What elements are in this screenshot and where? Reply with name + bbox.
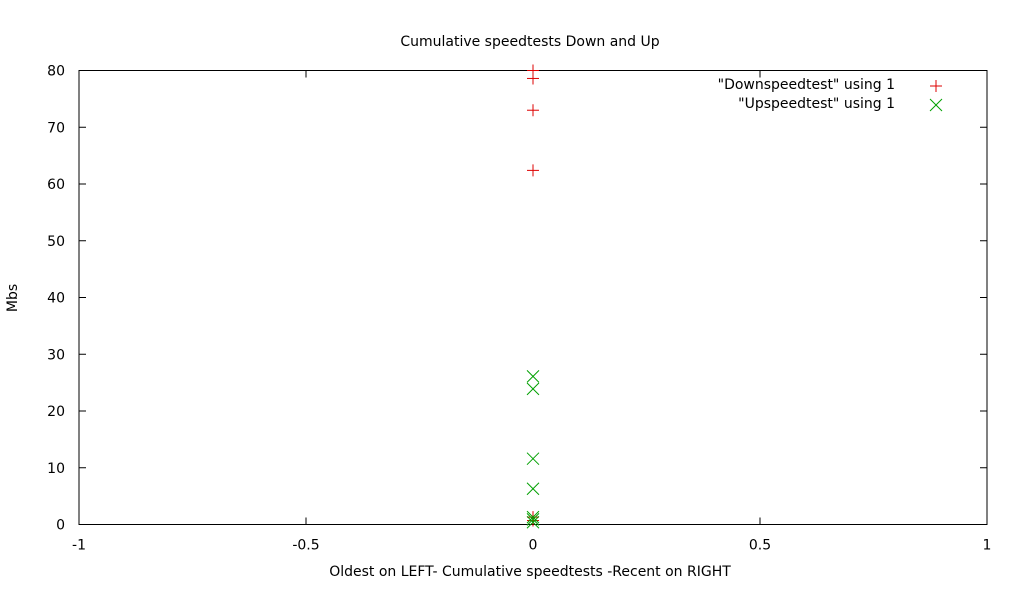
down-speed-point — [527, 72, 539, 85]
legend-entry-label: "Downspeedtest" using 1 — [718, 77, 895, 93]
x-tick-label: -1 — [72, 538, 86, 554]
up-speed-point — [526, 370, 540, 383]
up-speed-point — [526, 515, 540, 529]
y-tick-label: 40 — [47, 291, 65, 307]
x-tick-label: 0.5 — [749, 538, 771, 554]
legend-entry-marker — [930, 80, 942, 92]
up-speed-point — [526, 452, 540, 466]
legend-entry-label: "Upspeedtest" using 1 — [738, 96, 895, 112]
y-tick-label: 20 — [47, 404, 65, 420]
chart-title: Cumulative speedtests Down and Up — [400, 34, 659, 50]
data-points — [526, 64, 540, 529]
y-tick-label: 0 — [56, 518, 65, 534]
up-speed-point — [526, 382, 540, 396]
y-tick-label: 70 — [47, 120, 65, 136]
y-tick-label: 60 — [47, 177, 65, 193]
legend-entry-marker — [929, 98, 943, 112]
y-tick-label: 80 — [47, 64, 65, 80]
up-speed-point — [526, 510, 540, 524]
up-speed-point — [526, 513, 540, 526]
y-tick-label: 30 — [47, 347, 65, 363]
x-tick-label: 1 — [983, 538, 992, 554]
y-axis-label: Mbs — [5, 284, 21, 312]
legend: "Downspeedtest" using 1 "Upspeedtest" usi… — [718, 77, 943, 112]
y-tick-label: 50 — [47, 234, 65, 250]
up-speed-point — [526, 482, 540, 496]
x-tick-label: -0.5 — [292, 538, 319, 554]
x-axis-label: Oldest on LEFT- Cumulative speedtests -R… — [329, 564, 731, 580]
axis-ticks — [78, 70, 988, 525]
down-speed-point — [527, 164, 539, 177]
plot-frame — [78, 70, 988, 525]
x-tick-label: 0 — [529, 538, 538, 554]
y-tick-label: 10 — [47, 461, 65, 477]
down-speed-point — [527, 104, 539, 117]
